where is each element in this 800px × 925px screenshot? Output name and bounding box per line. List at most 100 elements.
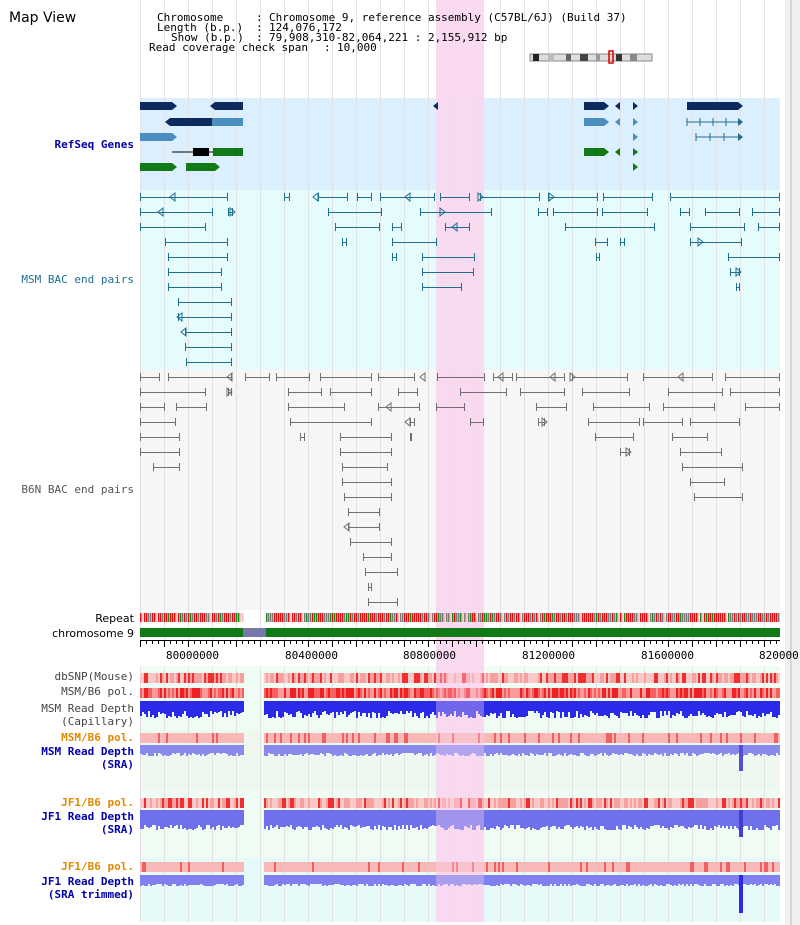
read-depth-bar bbox=[530, 875, 532, 886]
read-depth-bar bbox=[478, 745, 480, 756]
read-depth-bar bbox=[704, 875, 706, 884]
read-depth-bar bbox=[596, 810, 598, 829]
read-depth-bar bbox=[562, 875, 564, 886]
polymorphism-cell bbox=[536, 673, 538, 683]
polymorphism-cell bbox=[740, 862, 742, 872]
read-depth-bar bbox=[704, 701, 706, 715]
polymorphism-cell bbox=[158, 862, 160, 872]
polymorphism-cell bbox=[444, 862, 446, 872]
repeat-element bbox=[416, 613, 418, 622]
feature-arrow bbox=[433, 102, 438, 110]
read-depth-bar bbox=[682, 701, 684, 716]
bac-end-marker bbox=[569, 371, 576, 383]
polymorphism-cell bbox=[500, 673, 502, 683]
repeat-element bbox=[362, 613, 364, 622]
read-depth-bar bbox=[528, 745, 530, 756]
polymorphism-cell bbox=[660, 688, 662, 698]
track-label-b6n-bac[interactable]: B6N BAC end pairs bbox=[21, 483, 134, 496]
read-depth-bar bbox=[330, 701, 332, 713]
repeat-element bbox=[276, 613, 278, 622]
track-label-msm-depth-capillary: MSM Read Depth bbox=[41, 702, 134, 715]
read-depth-bar bbox=[432, 875, 434, 885]
read-depth-bar bbox=[774, 701, 776, 717]
polymorphism-cell bbox=[374, 673, 376, 683]
read-depth-bar bbox=[610, 701, 612, 713]
read-depth-bar bbox=[668, 810, 670, 830]
track-label-jf1-depth-trimmed: JF1 Read Depth bbox=[41, 875, 134, 888]
track-label-refseq-genes[interactable]: RefSeq Genes bbox=[54, 138, 134, 151]
polymorphism-cell bbox=[478, 733, 480, 743]
read-depth-bar bbox=[758, 810, 760, 830]
repeat-element bbox=[158, 613, 160, 622]
read-depth-bar bbox=[340, 810, 342, 825]
polymorphism-cell bbox=[206, 798, 208, 808]
polymorphism-cell bbox=[712, 688, 714, 698]
polymorphism-cell bbox=[430, 673, 432, 683]
polymorphism-cell bbox=[396, 733, 398, 743]
repeat-element bbox=[526, 613, 528, 622]
polymorphism-cell bbox=[156, 733, 158, 743]
read-depth-bar bbox=[426, 701, 428, 716]
ideogram-band bbox=[596, 54, 600, 61]
read-depth-bar bbox=[280, 810, 282, 827]
polymorphism-cell bbox=[396, 688, 398, 698]
read-depth-bar bbox=[632, 745, 634, 755]
read-depth-bar bbox=[486, 701, 488, 715]
polymorphism-cell bbox=[286, 673, 288, 683]
polymorphism-cell bbox=[528, 673, 530, 683]
read-depth-bar bbox=[224, 810, 226, 828]
read-depth-bar bbox=[674, 745, 676, 753]
read-depth-bar bbox=[684, 701, 686, 718]
read-depth-bar bbox=[526, 810, 528, 828]
polymorphism-cell bbox=[460, 673, 462, 683]
polymorphism-cell bbox=[232, 862, 234, 872]
polymorphism-cell bbox=[488, 733, 490, 743]
polymorphism-cell bbox=[494, 673, 496, 683]
repeat-element bbox=[516, 613, 518, 622]
polymorphism-cell bbox=[368, 673, 370, 683]
read-depth-bar bbox=[390, 875, 392, 885]
polymorphism-cell bbox=[322, 862, 324, 872]
read-depth-bar bbox=[762, 810, 764, 830]
read-depth-bar bbox=[578, 745, 580, 756]
repeat-element bbox=[216, 613, 218, 622]
read-depth-bar bbox=[282, 875, 284, 884]
polymorphism-cell bbox=[306, 673, 308, 683]
polymorphism-cell bbox=[482, 688, 484, 698]
read-depth-bar bbox=[208, 745, 210, 754]
polymorphism-cell bbox=[730, 798, 732, 808]
polymorphism-cell bbox=[220, 798, 222, 808]
polymorphism-cell bbox=[434, 798, 436, 808]
read-depth-bar bbox=[454, 701, 456, 711]
repeat-element bbox=[606, 613, 608, 622]
repeat-element bbox=[200, 613, 202, 622]
read-depth-bar bbox=[354, 810, 356, 827]
polymorphism-cell bbox=[298, 673, 300, 683]
read-depth-bar bbox=[156, 701, 158, 717]
read-depth-bar bbox=[760, 875, 762, 884]
polymorphism-cell bbox=[284, 733, 286, 743]
read-depth-bar bbox=[688, 810, 690, 827]
repeat-element bbox=[340, 613, 342, 622]
bac-end-marker bbox=[497, 371, 504, 383]
polymorphism-cell bbox=[182, 688, 184, 698]
polymorphism-cell bbox=[542, 862, 544, 872]
read-depth-bar bbox=[600, 745, 602, 753]
read-depth-bar bbox=[386, 810, 388, 830]
polymorphism-cell bbox=[236, 673, 238, 683]
read-depth-bar bbox=[142, 745, 144, 755]
polymorphism-cell bbox=[436, 798, 438, 808]
read-depth-bar bbox=[694, 701, 696, 716]
repeat-element bbox=[758, 613, 760, 622]
repeat-element bbox=[290, 613, 292, 622]
polymorphism-cell bbox=[738, 688, 740, 698]
repeat-element bbox=[178, 613, 180, 622]
track-label-msm-bac[interactable]: MSM BAC end pairs bbox=[21, 273, 134, 286]
read-depth-bar bbox=[526, 701, 528, 716]
polymorphism-cell bbox=[614, 733, 616, 743]
repeat-element bbox=[460, 613, 462, 622]
polymorphism-cell bbox=[332, 688, 334, 698]
read-depth-bar bbox=[758, 745, 760, 754]
polymorphism-cell bbox=[652, 862, 654, 872]
